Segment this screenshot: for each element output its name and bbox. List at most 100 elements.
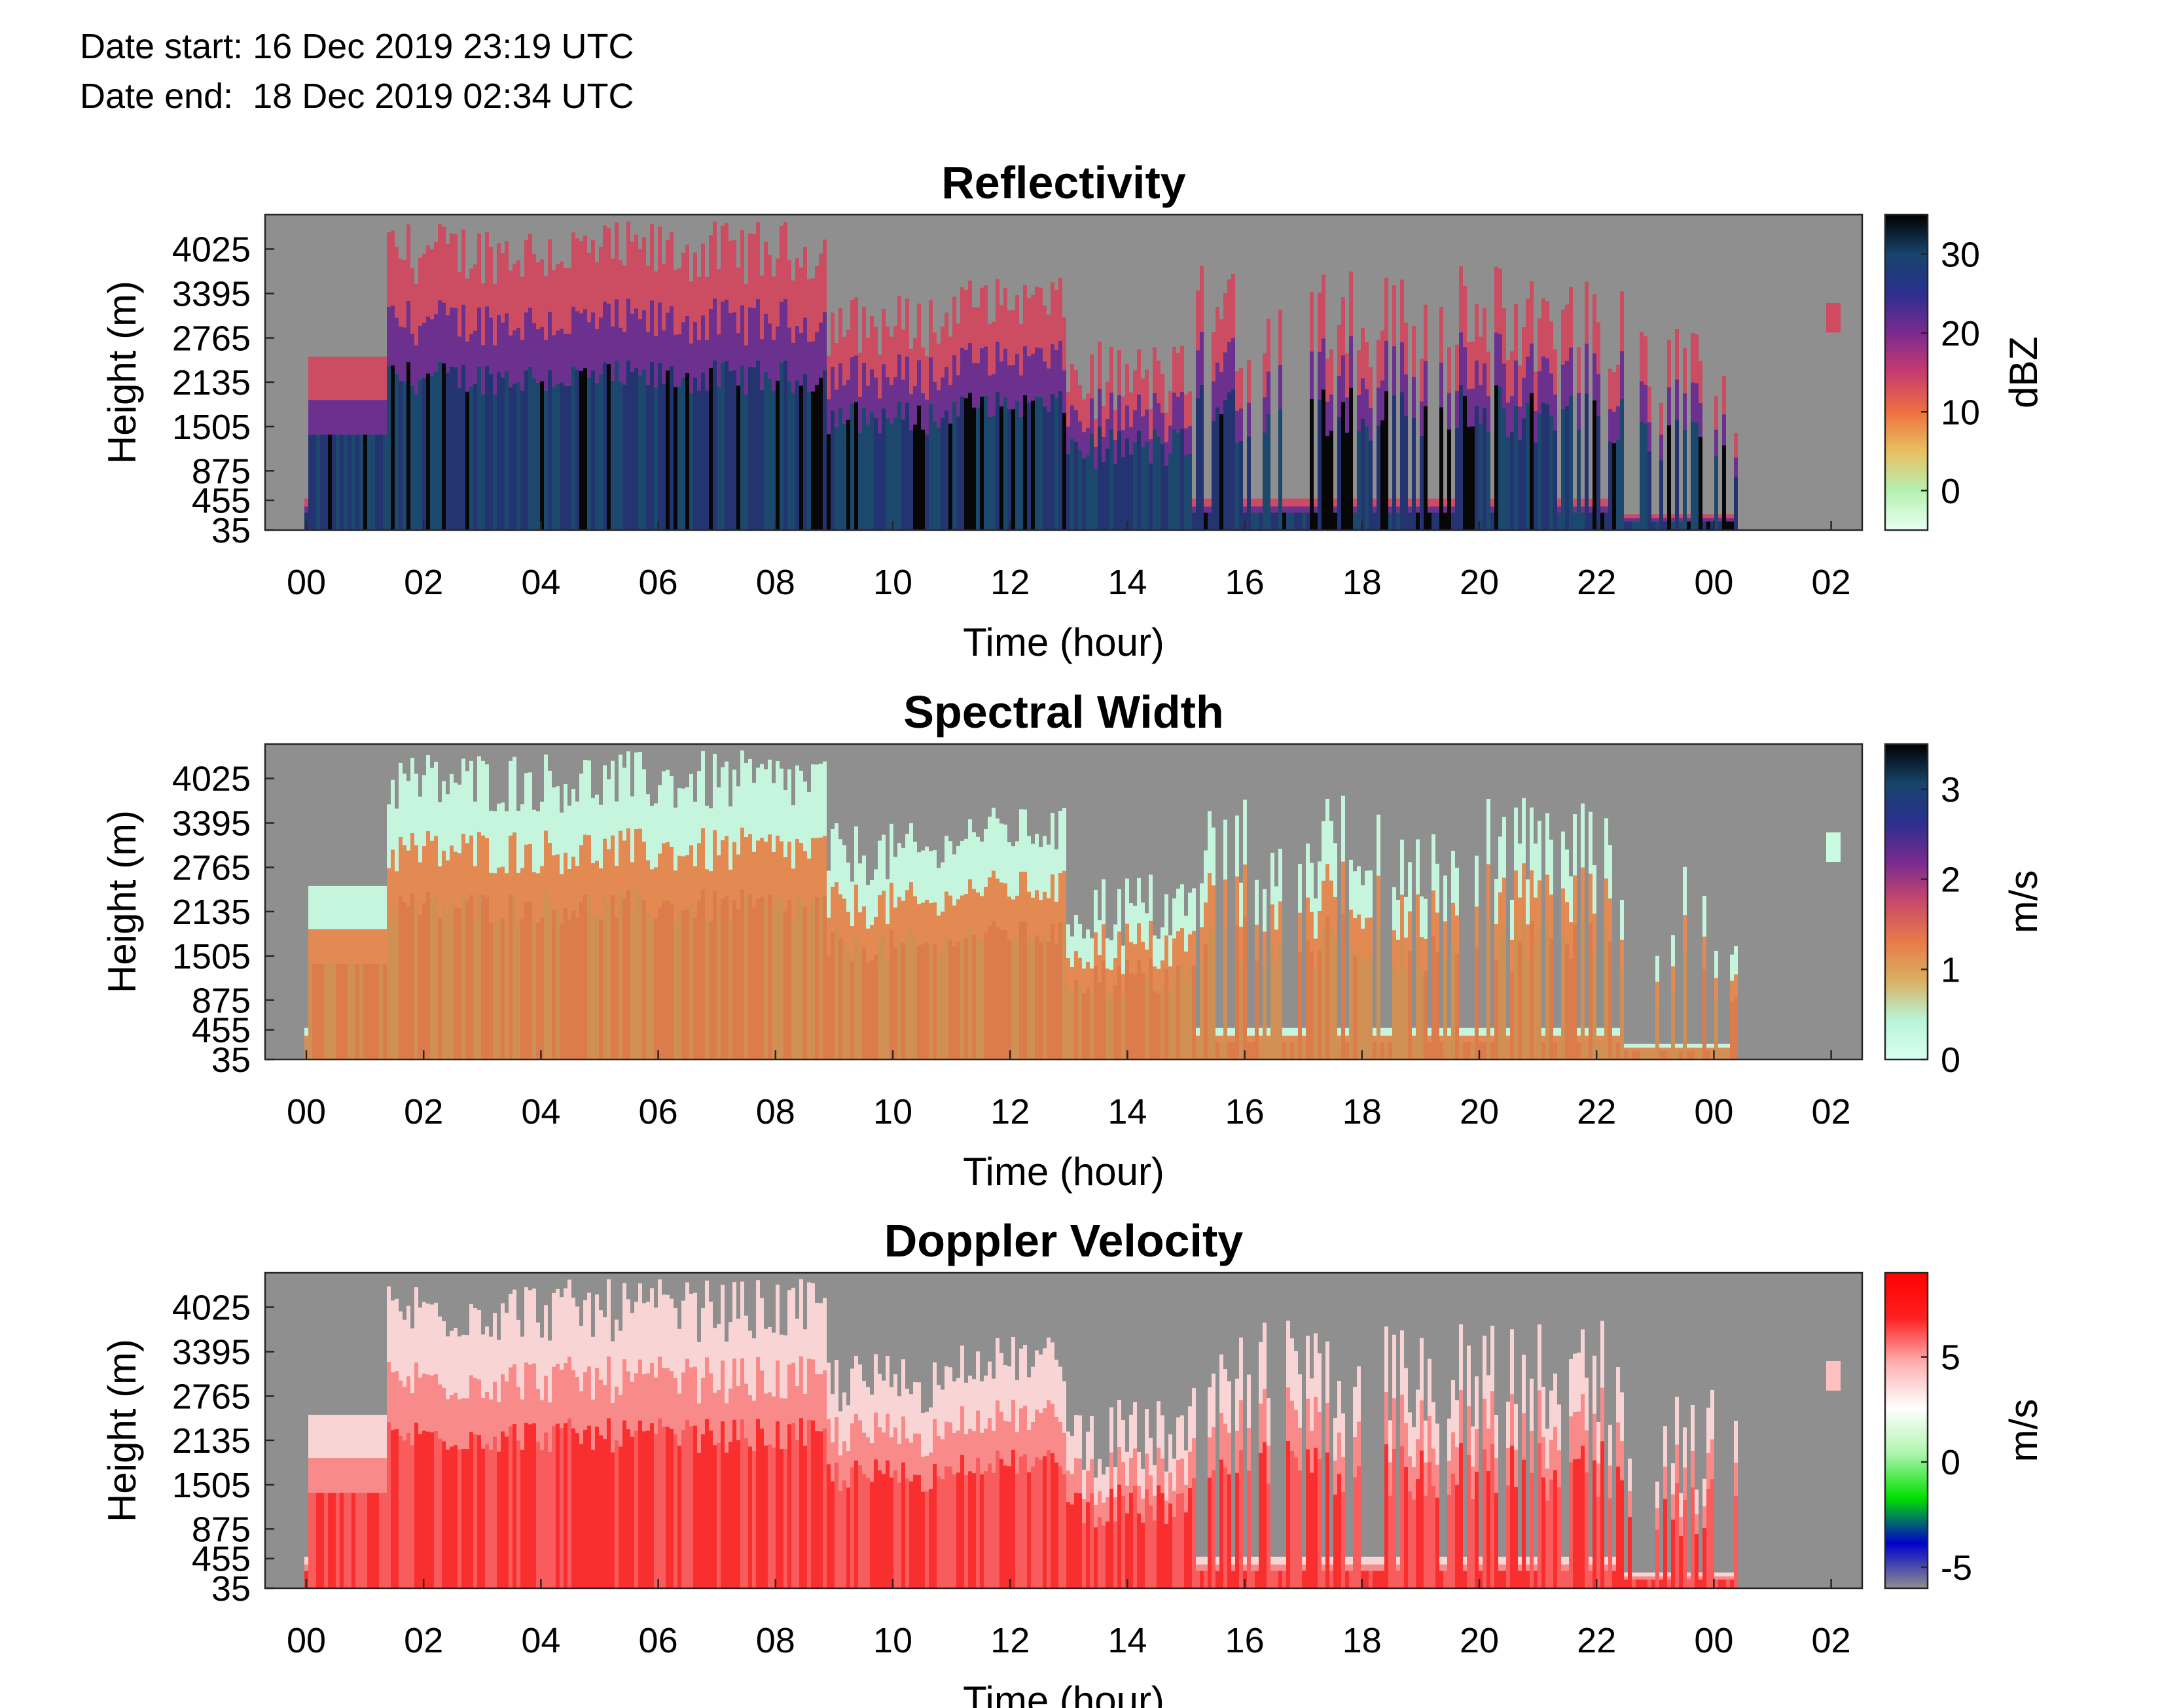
- y-tick-label: 1505: [172, 1466, 251, 1505]
- x-tick-label: 08: [756, 1621, 795, 1660]
- y-axis-label: Height (m): [100, 1339, 144, 1522]
- y-tick-label: 1505: [172, 937, 251, 976]
- colorbar-tick-label: 1: [1941, 950, 1960, 989]
- x-tick-label: 02: [1812, 563, 1851, 602]
- colorbar-tick-label: 20: [1941, 314, 1980, 353]
- x-axis-label: Time (hour): [963, 1150, 1164, 1194]
- x-tick-label: 20: [1460, 1621, 1499, 1660]
- colorbar-tick-label: 5: [1941, 1338, 1960, 1378]
- x-tick-label: 00: [287, 563, 326, 602]
- x-tick-label: 14: [1107, 1092, 1147, 1131]
- y-tick-label: 2135: [172, 363, 251, 402]
- colorbar-tick-label: 3: [1941, 770, 1960, 810]
- x-tick-label: 10: [873, 1621, 912, 1660]
- x-tick-label: 00: [287, 1621, 326, 1660]
- date-end-text: Date end: 18 Dec 2019 02:34 UTC: [80, 77, 634, 116]
- x-tick-label: 12: [990, 563, 1030, 602]
- panel-title: Spectral Width: [903, 686, 1223, 738]
- x-tick-label: 04: [521, 563, 560, 602]
- x-tick-label: 22: [1577, 1092, 1616, 1131]
- y-tick-label: 4025: [172, 230, 251, 270]
- y-tick-label: 2135: [172, 893, 251, 932]
- x-tick-label: 22: [1577, 1621, 1616, 1660]
- y-tick-label: 4025: [172, 1289, 251, 1328]
- x-tick-label: 06: [639, 563, 678, 602]
- x-tick-label: 16: [1225, 563, 1265, 602]
- x-tick-label: 04: [521, 1621, 560, 1660]
- y-tick-label: 1505: [172, 408, 251, 447]
- x-tick-label: 12: [990, 1621, 1030, 1660]
- x-tick-label: 10: [873, 563, 912, 602]
- plot-frame: [264, 1272, 1863, 1590]
- y-tick-label: 3395: [172, 1333, 251, 1372]
- x-tick-label: 02: [404, 1092, 443, 1131]
- x-tick-label: 20: [1460, 1092, 1499, 1131]
- colorbar: [1884, 743, 1929, 1061]
- colorbar-tick-label: 0: [1941, 472, 1960, 511]
- colorbar: [1884, 1272, 1929, 1590]
- y-axis-label: Height (m): [100, 810, 144, 993]
- x-tick-label: 02: [404, 563, 443, 602]
- y-tick-label: 875: [192, 452, 251, 491]
- x-tick-label: 08: [756, 563, 795, 602]
- y-tick-label: 35: [211, 1569, 251, 1609]
- x-tick-label: 04: [521, 1092, 560, 1131]
- colorbar-tick-label: 0: [1941, 1041, 1960, 1080]
- x-tick-label: 18: [1342, 1621, 1382, 1660]
- x-tick-label: 06: [639, 1092, 678, 1131]
- x-tick-label: 00: [1694, 1621, 1733, 1660]
- x-tick-label: 22: [1577, 563, 1616, 602]
- y-tick-label: 455: [192, 482, 251, 521]
- y-tick-label: 875: [192, 1510, 251, 1549]
- y-tick-label: 455: [192, 1011, 251, 1050]
- colorbar-label: m/s: [2002, 870, 2045, 934]
- x-tick-label: 18: [1342, 563, 1382, 602]
- y-tick-label: 35: [211, 511, 251, 550]
- x-tick-label: 20: [1460, 563, 1499, 602]
- y-tick-label: 875: [192, 981, 251, 1020]
- x-tick-label: 00: [1694, 563, 1733, 602]
- y-tick-label: 4025: [172, 760, 251, 799]
- x-tick-label: 16: [1225, 1092, 1265, 1131]
- y-tick-label: 2765: [172, 319, 251, 358]
- y-tick-label: 2135: [172, 1421, 251, 1461]
- colorbar-tick-label: -5: [1941, 1548, 1972, 1588]
- x-tick-label: 02: [1812, 1621, 1851, 1660]
- x-tick-label: 08: [756, 1092, 795, 1131]
- colorbar-tick-label: 0: [1941, 1443, 1960, 1482]
- x-tick-label: 16: [1225, 1621, 1265, 1660]
- colorbar-tick-label: 30: [1941, 235, 1980, 274]
- x-axis-label: Time (hour): [963, 620, 1164, 664]
- colorbar-label: dBZ: [2002, 336, 2045, 408]
- y-tick-label: 2765: [172, 848, 251, 887]
- x-tick-label: 00: [287, 1092, 326, 1131]
- x-tick-label: 02: [404, 1621, 443, 1660]
- y-tick-label: 3395: [172, 804, 251, 844]
- x-tick-label: 10: [873, 1092, 912, 1131]
- colorbar: [1884, 213, 1929, 531]
- x-tick-label: 06: [639, 1621, 678, 1660]
- plot-frame: [264, 213, 1863, 531]
- x-tick-label: 02: [1812, 1092, 1851, 1131]
- x-tick-label: 18: [1342, 1092, 1382, 1131]
- x-tick-label: 14: [1107, 1621, 1147, 1660]
- x-tick-label: 00: [1694, 1092, 1733, 1131]
- y-tick-label: 455: [192, 1540, 251, 1579]
- y-tick-label: 2765: [172, 1377, 251, 1416]
- panel-title: Reflectivity: [941, 157, 1186, 208]
- date-start-text: Date start: 16 Dec 2019 23:19 UTC: [80, 27, 634, 66]
- y-tick-label: 3395: [172, 275, 251, 314]
- colorbar-tick-label: 2: [1941, 861, 1960, 900]
- y-tick-label: 35: [211, 1041, 251, 1080]
- panel-title: Doppler Velocity: [884, 1215, 1244, 1266]
- x-tick-label: 12: [990, 1092, 1030, 1131]
- colorbar-tick-label: 10: [1941, 393, 1980, 432]
- plot-frame: [264, 743, 1863, 1061]
- x-tick-label: 14: [1107, 563, 1147, 602]
- x-axis-label: Time (hour): [963, 1679, 1164, 1708]
- y-axis-label: Height (m): [100, 281, 144, 464]
